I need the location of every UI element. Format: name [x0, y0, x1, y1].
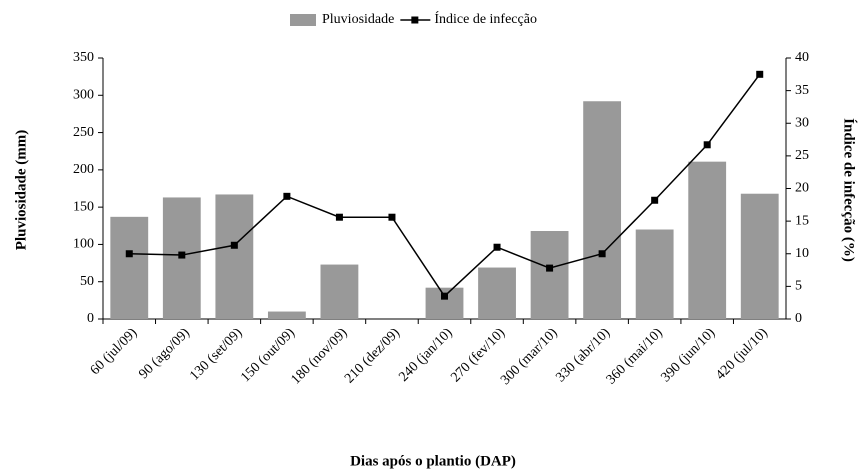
y2-tick-label: 15: [795, 213, 809, 228]
bar: [267, 311, 306, 319]
y2-tick-label: 10: [795, 246, 809, 261]
y2-axis-title: Índice de infecção (%): [841, 118, 858, 262]
y2-tick-label: 35: [795, 83, 809, 98]
y-tick-label: 350: [73, 50, 94, 65]
line-point: [703, 141, 711, 149]
y-tick-label: 50: [80, 274, 94, 289]
y-tick-label: 100: [73, 237, 94, 252]
x-tick-label: 130 (set/09): [187, 325, 245, 383]
x-tick-label: 60 (jul/09): [88, 325, 141, 378]
x-tick-label: 390 (jun/10): [658, 325, 718, 385]
line-point: [335, 213, 343, 221]
line-point: [598, 250, 606, 258]
line-point: [178, 251, 186, 259]
line-point: [756, 70, 764, 78]
line-point: [546, 264, 554, 272]
y2-tick-label: 30: [795, 115, 809, 130]
line-point: [651, 196, 659, 204]
x-tick-label: 210 (dez/09): [342, 325, 403, 386]
y-tick-label: 150: [73, 199, 94, 214]
line-point: [388, 213, 396, 221]
x-tick-label: 90 (ago/09): [136, 325, 193, 382]
bar: [740, 193, 779, 319]
x-tick-label: 360 (mai/10): [604, 325, 666, 387]
y2-tick-label: 25: [795, 148, 809, 163]
x-tick-label: 240 (jan/10): [396, 325, 456, 385]
bar: [530, 231, 569, 319]
line-point: [283, 192, 291, 200]
bar: [320, 264, 359, 319]
legend-label: Pluviosidade: [322, 12, 394, 27]
legend-swatch: [411, 16, 419, 24]
line-point: [441, 292, 448, 300]
x-axis-title: Dias após o plantio (DAP): [350, 453, 516, 469]
y-tick-label: 0: [87, 311, 94, 326]
legend-label: Índice de infecção: [434, 10, 537, 27]
y-tick-label: 250: [73, 125, 94, 140]
y2-tick-label: 5: [795, 279, 802, 294]
x-tick-label: 300 (mar/10): [498, 325, 561, 388]
y-axis-title: Pluviosidade (mm): [13, 130, 29, 250]
y-tick-label: 200: [73, 162, 94, 177]
bar: [425, 287, 464, 319]
bar: [478, 267, 516, 319]
y2-tick-label: 20: [795, 181, 809, 196]
bar: [688, 161, 727, 319]
line-point: [493, 243, 501, 251]
line-point: [230, 241, 238, 249]
y2-tick-label: 0: [795, 311, 802, 326]
x-tick-label: 180 (nov/09): [289, 325, 351, 387]
x-tick-label: 420 (jul/10): [713, 325, 771, 383]
legend-swatch: [290, 14, 316, 26]
bar: [635, 229, 674, 319]
y-tick-label: 300: [73, 88, 94, 103]
y2-tick-label: 40: [795, 50, 809, 65]
bar: [215, 194, 254, 319]
line-point: [125, 250, 133, 258]
bar: [110, 216, 149, 319]
bar: [583, 101, 622, 319]
